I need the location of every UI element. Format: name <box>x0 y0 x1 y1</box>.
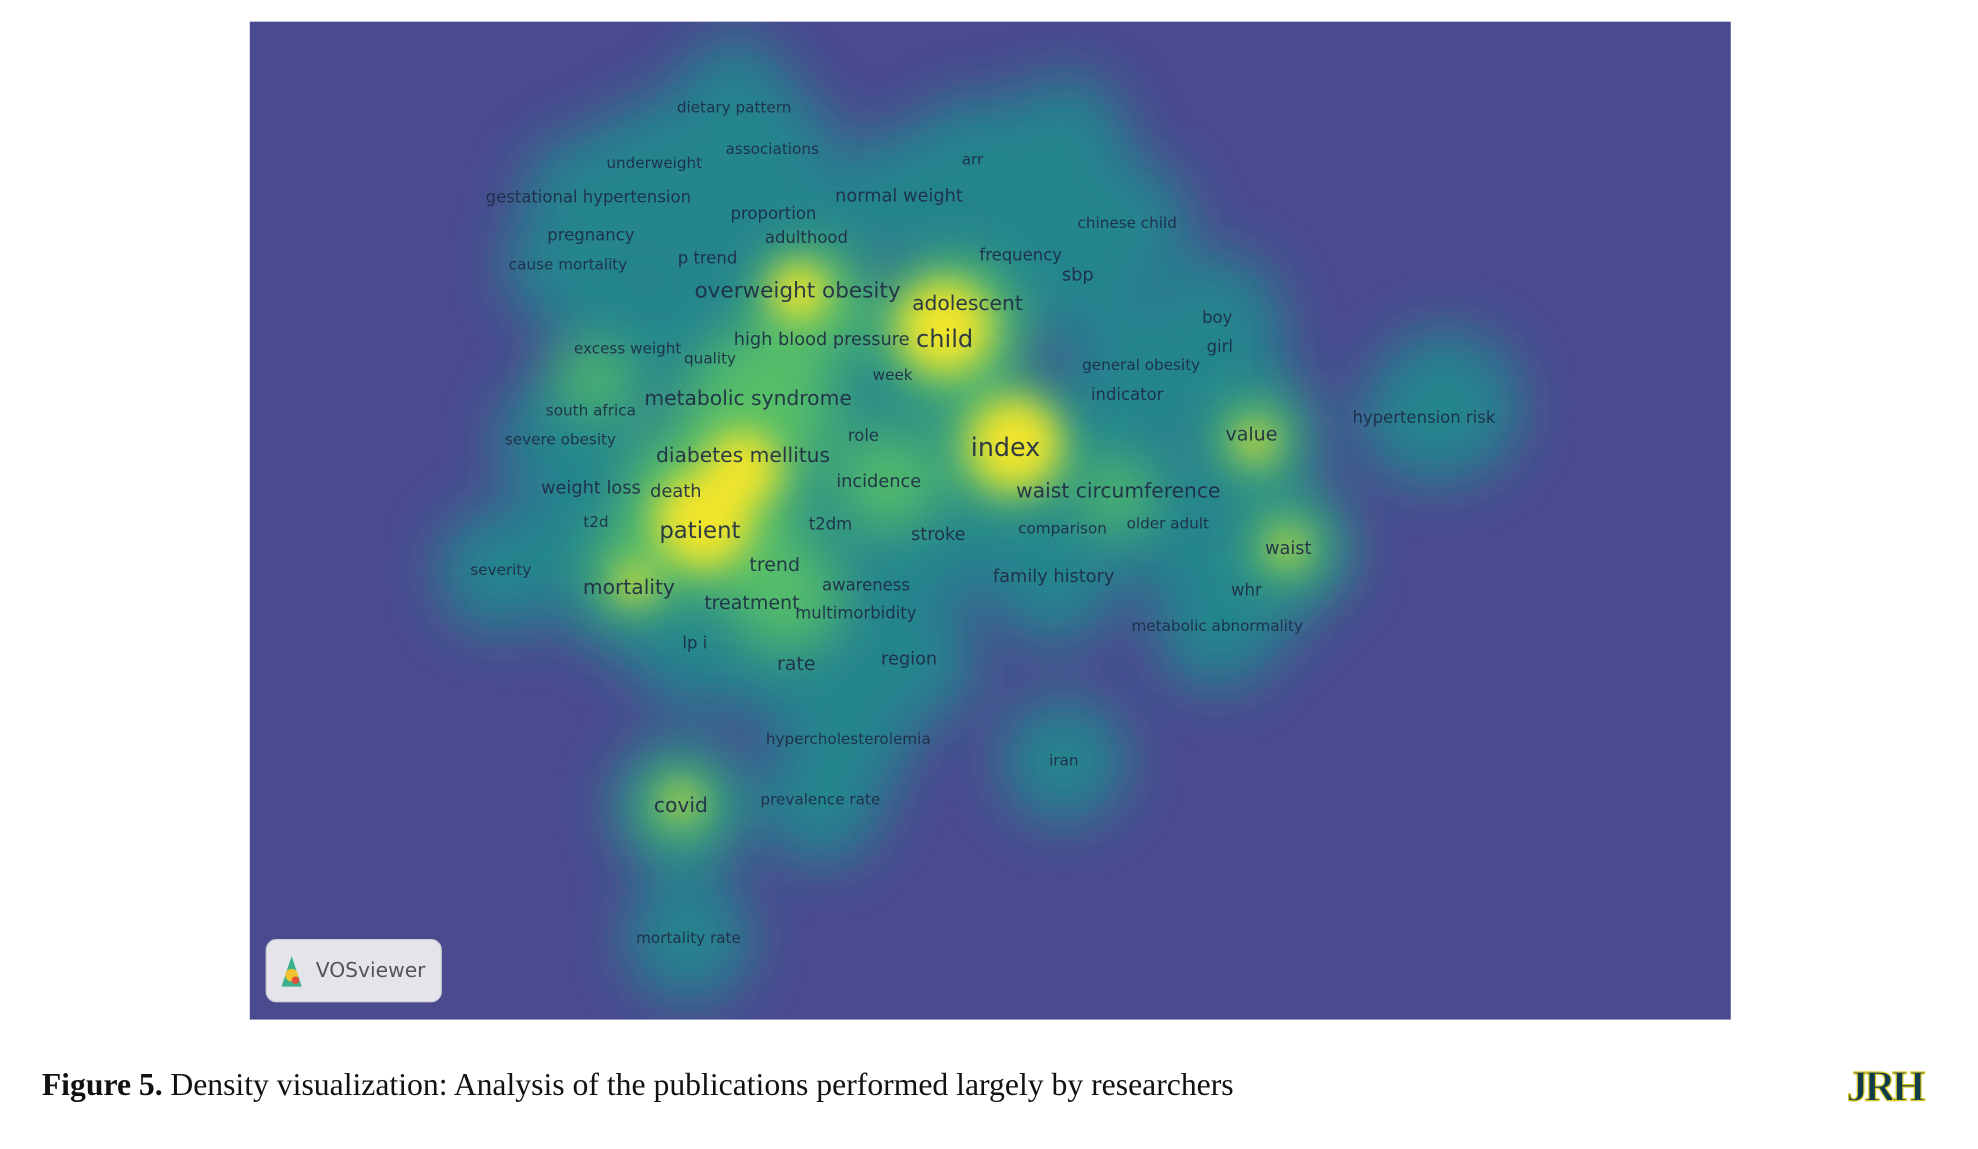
term-label: normal weight <box>835 187 963 207</box>
term-label: child <box>916 325 973 353</box>
term-label: week <box>873 366 913 384</box>
density-blob <box>1077 456 1154 533</box>
density-blob <box>703 431 780 508</box>
term-label: overweight obesity <box>695 279 901 304</box>
term-label: associations <box>725 140 818 158</box>
density-blob <box>644 887 733 977</box>
term-label: severity <box>470 561 531 579</box>
term-label: boy <box>1202 308 1233 327</box>
term-label: waist circumference <box>1016 479 1220 503</box>
term-label: waist <box>1265 539 1312 559</box>
term-label: index <box>971 432 1040 462</box>
density-blob <box>968 398 1061 490</box>
journal-logo: JRH <box>1847 1063 1925 1110</box>
term-label: multimorbidity <box>795 603 916 622</box>
term-label: covid <box>654 793 708 817</box>
term-label: diabetes mellitus <box>656 443 830 467</box>
term-label: indicator <box>1091 385 1164 404</box>
density-blob <box>1237 423 1274 460</box>
density-blob <box>630 579 760 709</box>
density-blob <box>987 511 1120 643</box>
term-label: hypercholesterolemia <box>766 730 931 748</box>
term-label: sbp <box>1062 265 1094 285</box>
term-label: mortality <box>583 575 675 599</box>
caption-label: Figure 5. <box>42 1067 163 1102</box>
term-label: region <box>881 649 937 669</box>
density-layer <box>437 38 1522 1002</box>
badge-text: VOSviewer <box>316 958 426 982</box>
term-label: t2dm <box>809 515 852 534</box>
density-blob <box>729 538 844 654</box>
term-label: death <box>650 482 701 502</box>
density-blob <box>898 281 991 373</box>
term-label: weight loss <box>541 478 641 498</box>
term-label: prevalence rate <box>760 791 880 809</box>
term-label: frequency <box>979 246 1062 265</box>
vosviewer-badge: VOSviewer <box>265 939 442 1003</box>
term-label: lp i <box>682 634 707 653</box>
term-label: quality <box>684 349 736 367</box>
term-label: proportion <box>731 204 817 223</box>
density-blob <box>616 565 652 602</box>
density-blob <box>557 342 634 419</box>
term-label: high blood pressure <box>734 330 910 350</box>
term-label: awareness <box>822 575 910 594</box>
density-blob <box>1369 329 1522 482</box>
term-label: family history <box>993 567 1114 587</box>
term-label: trend <box>749 554 800 576</box>
term-label: severe obesity <box>505 431 616 449</box>
density-blob <box>770 263 827 320</box>
term-label: t2d <box>583 513 608 531</box>
term-label: value <box>1226 424 1278 446</box>
density-blob <box>462 538 539 616</box>
term-label: chinese child <box>1077 214 1176 232</box>
term-label: excess weight <box>574 339 681 357</box>
term-label: iran <box>1049 751 1078 769</box>
term-label: adolescent <box>912 291 1023 315</box>
term-label: mortality rate <box>636 929 741 947</box>
density-blob <box>1000 697 1128 825</box>
term-label: arr <box>962 150 984 168</box>
term-label: underweight <box>606 154 702 172</box>
term-label: comparison <box>1018 519 1107 537</box>
term-label: dietary pattern <box>677 98 791 116</box>
term-label: pregnancy <box>547 225 634 244</box>
term-label: incidence <box>836 472 921 492</box>
term-label: treatment <box>704 592 799 614</box>
term-label: rate <box>777 653 816 675</box>
density-blob <box>1001 76 1129 203</box>
density-blob <box>684 38 787 140</box>
density-blob <box>1011 209 1144 342</box>
term-label: adulthood <box>765 228 848 247</box>
term-label: girl <box>1207 337 1233 356</box>
term-label: p trend <box>678 248 738 267</box>
density-blob <box>1153 563 1281 690</box>
density-blob <box>1271 532 1303 564</box>
term-layer: dietary pattern associations underweight ar… <box>470 98 1496 947</box>
term-label: general obesity <box>1082 356 1200 374</box>
term-label: patient <box>659 518 740 544</box>
term-label: older adult <box>1127 514 1209 532</box>
term-label: role <box>848 426 879 445</box>
term-label: stroke <box>911 525 966 545</box>
term-label: cause mortality <box>509 256 627 274</box>
term-label: metabolic syndrome <box>644 386 851 410</box>
term-label: hypertension risk <box>1352 408 1495 427</box>
density-blob <box>756 736 884 864</box>
caption: Figure 5. Density visualization: Analysis… <box>42 1067 1234 1102</box>
caption-text: Density visualization: Analysis of the p… <box>170 1067 1233 1102</box>
density-blob <box>665 786 697 817</box>
term-label: whr <box>1231 580 1262 599</box>
term-label: metabolic abnormality <box>1132 617 1303 635</box>
term-label: gestational hypertension <box>486 187 691 206</box>
term-label: south africa <box>546 401 636 419</box>
density-core <box>616 263 1303 817</box>
density-blob <box>836 431 939 533</box>
